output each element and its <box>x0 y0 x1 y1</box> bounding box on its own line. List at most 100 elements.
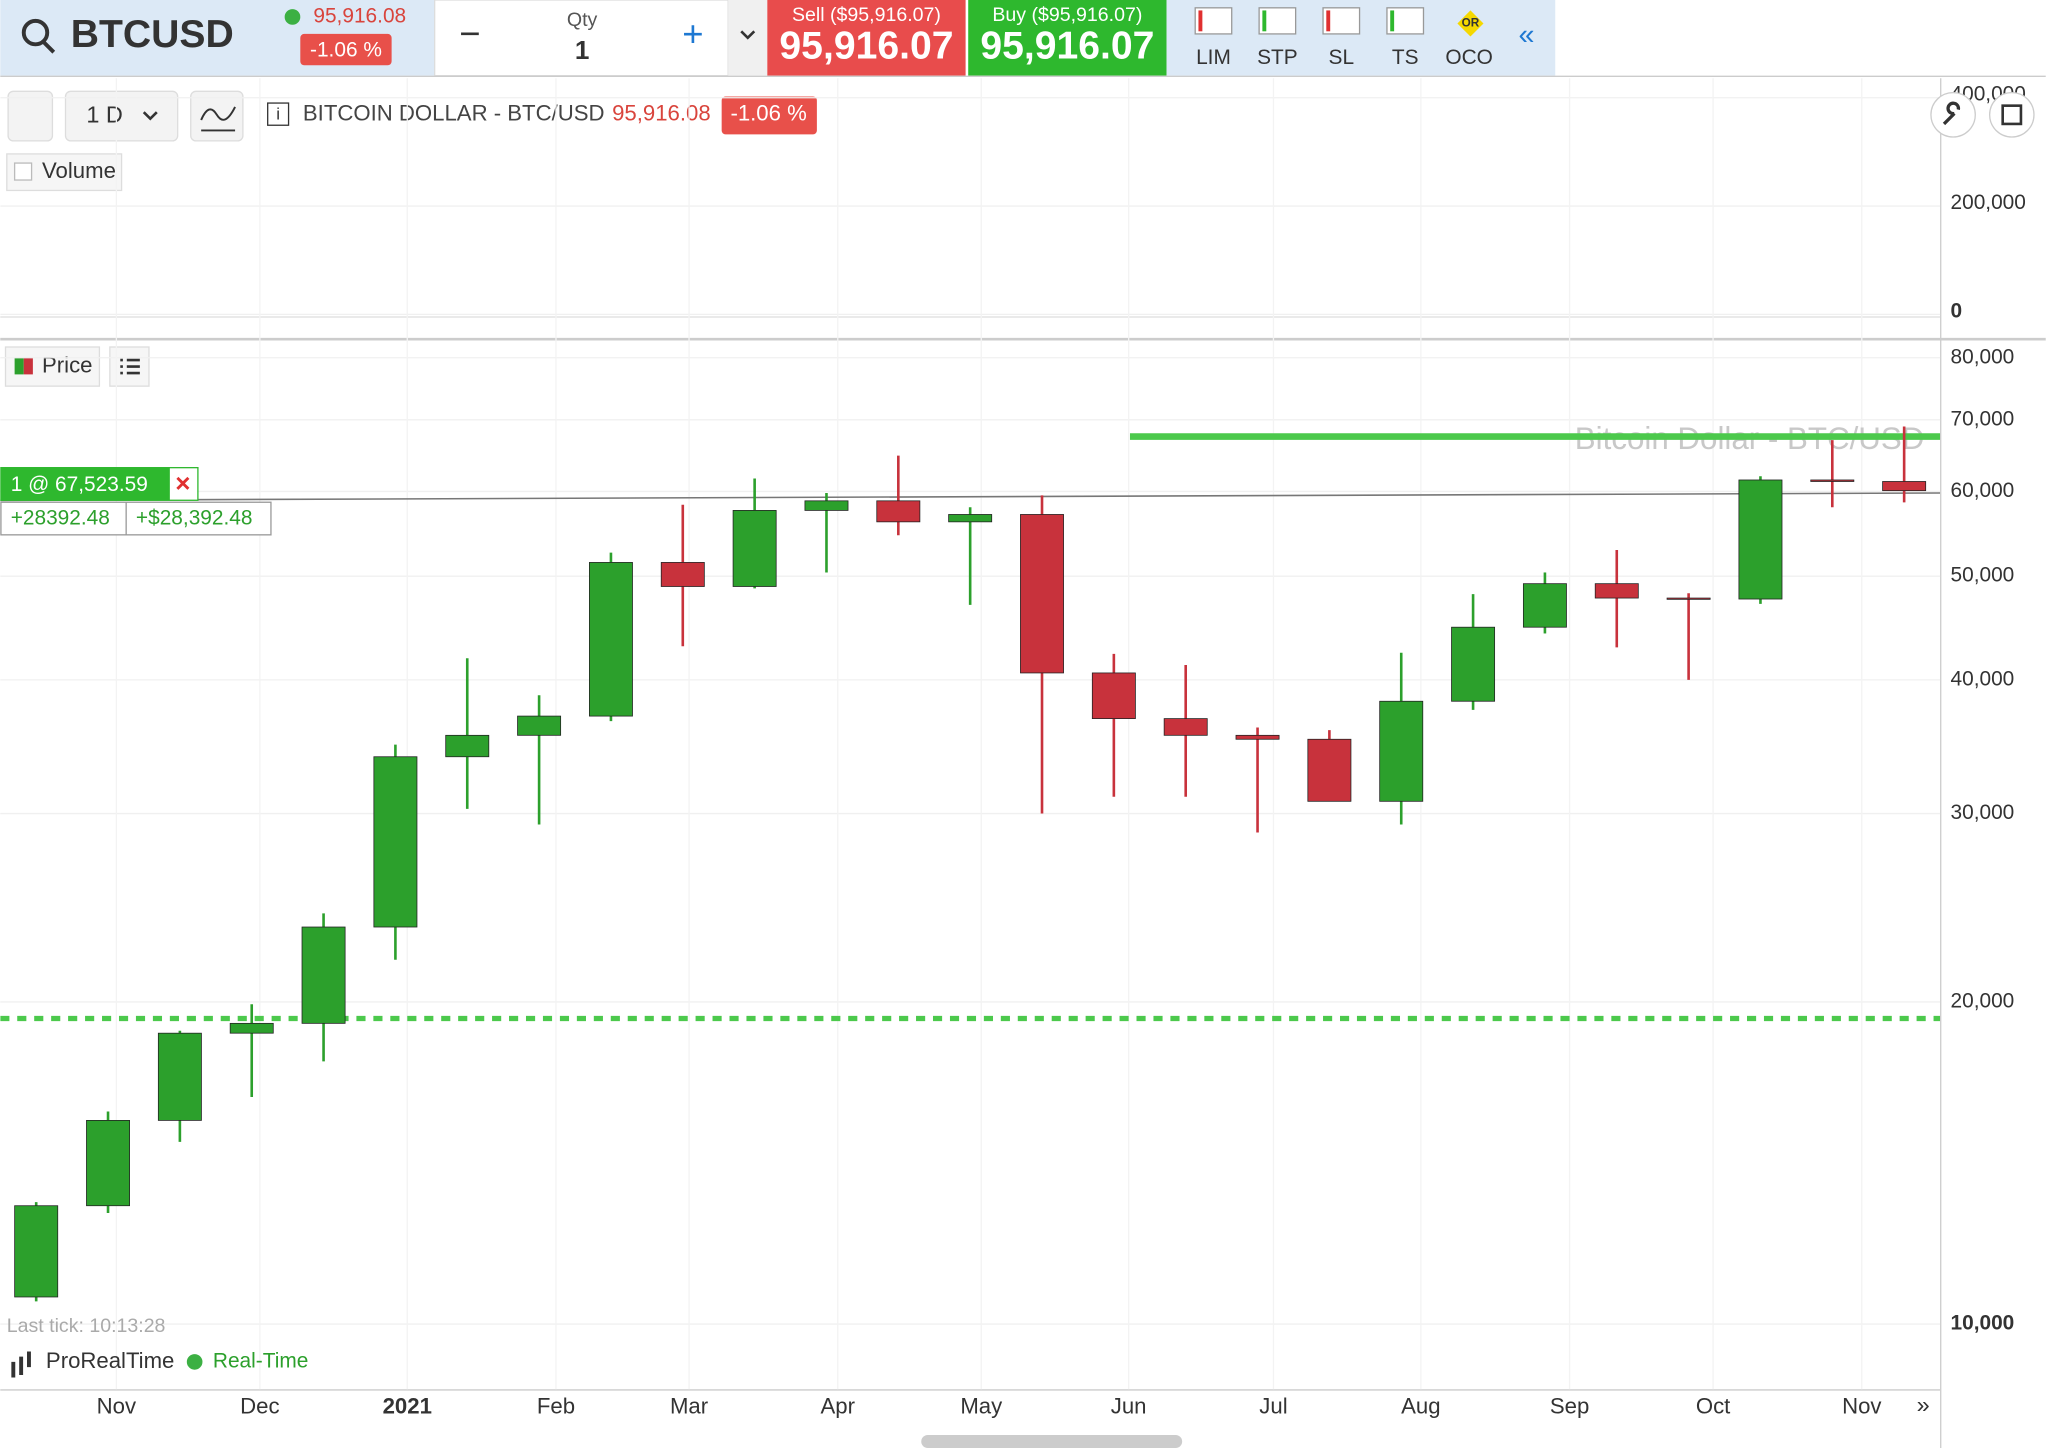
y-tick-label: 20,000 <box>1951 989 2015 1012</box>
position-label: 1 @ 67,523.59 <box>11 473 148 496</box>
checkbox[interactable] <box>13 162 33 181</box>
window-button[interactable] <box>1988 91 2035 138</box>
link-button[interactable] <box>7 90 54 142</box>
candle-body <box>660 562 705 587</box>
close-x[interactable]: × <box>175 468 190 498</box>
sell-label: Sell ($95,916.07) <box>792 4 941 26</box>
order-type: SL <box>1329 46 1355 69</box>
list-icon <box>120 358 140 375</box>
x-tick-label: Jul <box>1259 1393 1287 1418</box>
candle-body <box>1666 597 1711 600</box>
candle-body <box>948 514 993 523</box>
scroll-right[interactable]: » <box>1917 1391 1930 1417</box>
plus[interactable]: + <box>682 13 703 54</box>
status-dot <box>284 9 301 25</box>
qty-box <box>434 0 729 77</box>
qty[interactable]: 1 <box>575 35 590 65</box>
brand: ProRealTime <box>46 1348 174 1373</box>
order-type: LIM <box>1196 46 1231 69</box>
y-tick-label: 10,000 <box>1951 1312 2015 1335</box>
candle-body <box>86 1120 130 1207</box>
candle-body <box>1594 583 1639 599</box>
candle-body <box>1451 626 1496 702</box>
chart: 10,000 20,000 30,000 40,000 50,000 60,000 70,0… <box>0 78 2026 1418</box>
search-icon[interactable] <box>21 18 50 47</box>
candle-body <box>1307 738 1352 802</box>
toolbar-last: 95,916.08 <box>612 101 711 126</box>
buy-price: 95,916.07 <box>980 25 1154 68</box>
position-box[interactable] <box>0 467 199 501</box>
sell-button[interactable] <box>767 0 966 76</box>
price-label: Price <box>42 352 92 377</box>
minus[interactable]: − <box>459 13 480 54</box>
candle-body <box>445 734 490 758</box>
qty-label: Qty <box>567 9 598 31</box>
period-button[interactable] <box>64 90 179 142</box>
candle-body <box>1379 700 1424 802</box>
order-type: TS <box>1392 46 1419 69</box>
buy-button[interactable] <box>968 0 1167 76</box>
symbol: BTCUSD <box>71 13 234 56</box>
candle-body <box>1020 514 1064 674</box>
last-price: 95,916.08 <box>313 4 406 27</box>
pnl-money: +$28,392.48 <box>136 507 253 530</box>
oco-icon <box>1457 10 1484 37</box>
candle-body <box>1091 672 1136 719</box>
plot: Bitcoin Dollar - BTC/USD <box>0 421 1941 1302</box>
x-tick-label: Sep <box>1550 1393 1589 1418</box>
x-tick-label: Aug <box>1401 1393 1440 1418</box>
scrollbar[interactable] <box>921 1434 1183 1448</box>
candle-body <box>229 1022 274 1034</box>
candle-body <box>1522 583 1567 628</box>
pnl-box <box>0 501 272 536</box>
candle-body <box>1810 479 1855 482</box>
order-type: STP <box>1257 46 1298 69</box>
x-tick-label: Feb <box>537 1393 575 1418</box>
pnl: +28392.48 <box>11 507 110 530</box>
x-tick-label: Nov <box>1842 1393 1881 1418</box>
order-type: OCO <box>1445 46 1493 69</box>
candle-body <box>1738 479 1783 600</box>
toolbar-change: -1.06 % <box>730 101 806 126</box>
chevron <box>142 111 158 121</box>
feed: Real-Time <box>213 1349 308 1372</box>
window-icon <box>2001 104 2023 126</box>
x-tick-label: May <box>960 1393 1003 1418</box>
candle-body <box>589 562 633 717</box>
change-badge <box>300 33 392 66</box>
candle-body <box>373 756 418 928</box>
buy-label: Buy ($95,916.07) <box>992 4 1142 26</box>
y-tick-label: 70,000 <box>1951 407 2015 430</box>
close-box[interactable] <box>169 468 198 500</box>
oco-badge: OR <box>1462 17 1480 30</box>
candle-body <box>1163 718 1208 736</box>
change: -1.06 % <box>310 38 382 61</box>
candle-body <box>732 510 777 587</box>
volume-label: Volume <box>42 158 116 183</box>
x-tick-label: Mar <box>670 1393 709 1418</box>
x-tick-label: Jun <box>1111 1393 1147 1418</box>
candle-body <box>804 500 849 511</box>
collapse[interactable]: « <box>1519 19 1535 51</box>
wrench-icon <box>1942 101 1961 126</box>
candle-body <box>14 1205 59 1298</box>
candle-body <box>1235 734 1280 740</box>
legend-down <box>23 357 33 375</box>
period: 1 D <box>86 101 123 127</box>
y-tick-label: 40,000 <box>1951 667 2015 690</box>
candle-body <box>517 715 562 736</box>
legend-up <box>14 357 24 375</box>
y-tick-label: 50,000 <box>1951 564 2015 587</box>
x-tick-label: Oct <box>1696 1393 1730 1418</box>
x-tick-label: Apr <box>821 1393 856 1418</box>
feed-dot <box>186 1354 203 1370</box>
info-icon[interactable] <box>267 102 290 126</box>
candle-body <box>876 500 921 523</box>
toolbar-change-badge <box>721 96 817 135</box>
trend-line <box>0 492 1941 502</box>
x-tick-label: Nov <box>97 1393 136 1418</box>
instrument: BITCOIN DOLLAR - BTC/USD <box>303 101 605 126</box>
